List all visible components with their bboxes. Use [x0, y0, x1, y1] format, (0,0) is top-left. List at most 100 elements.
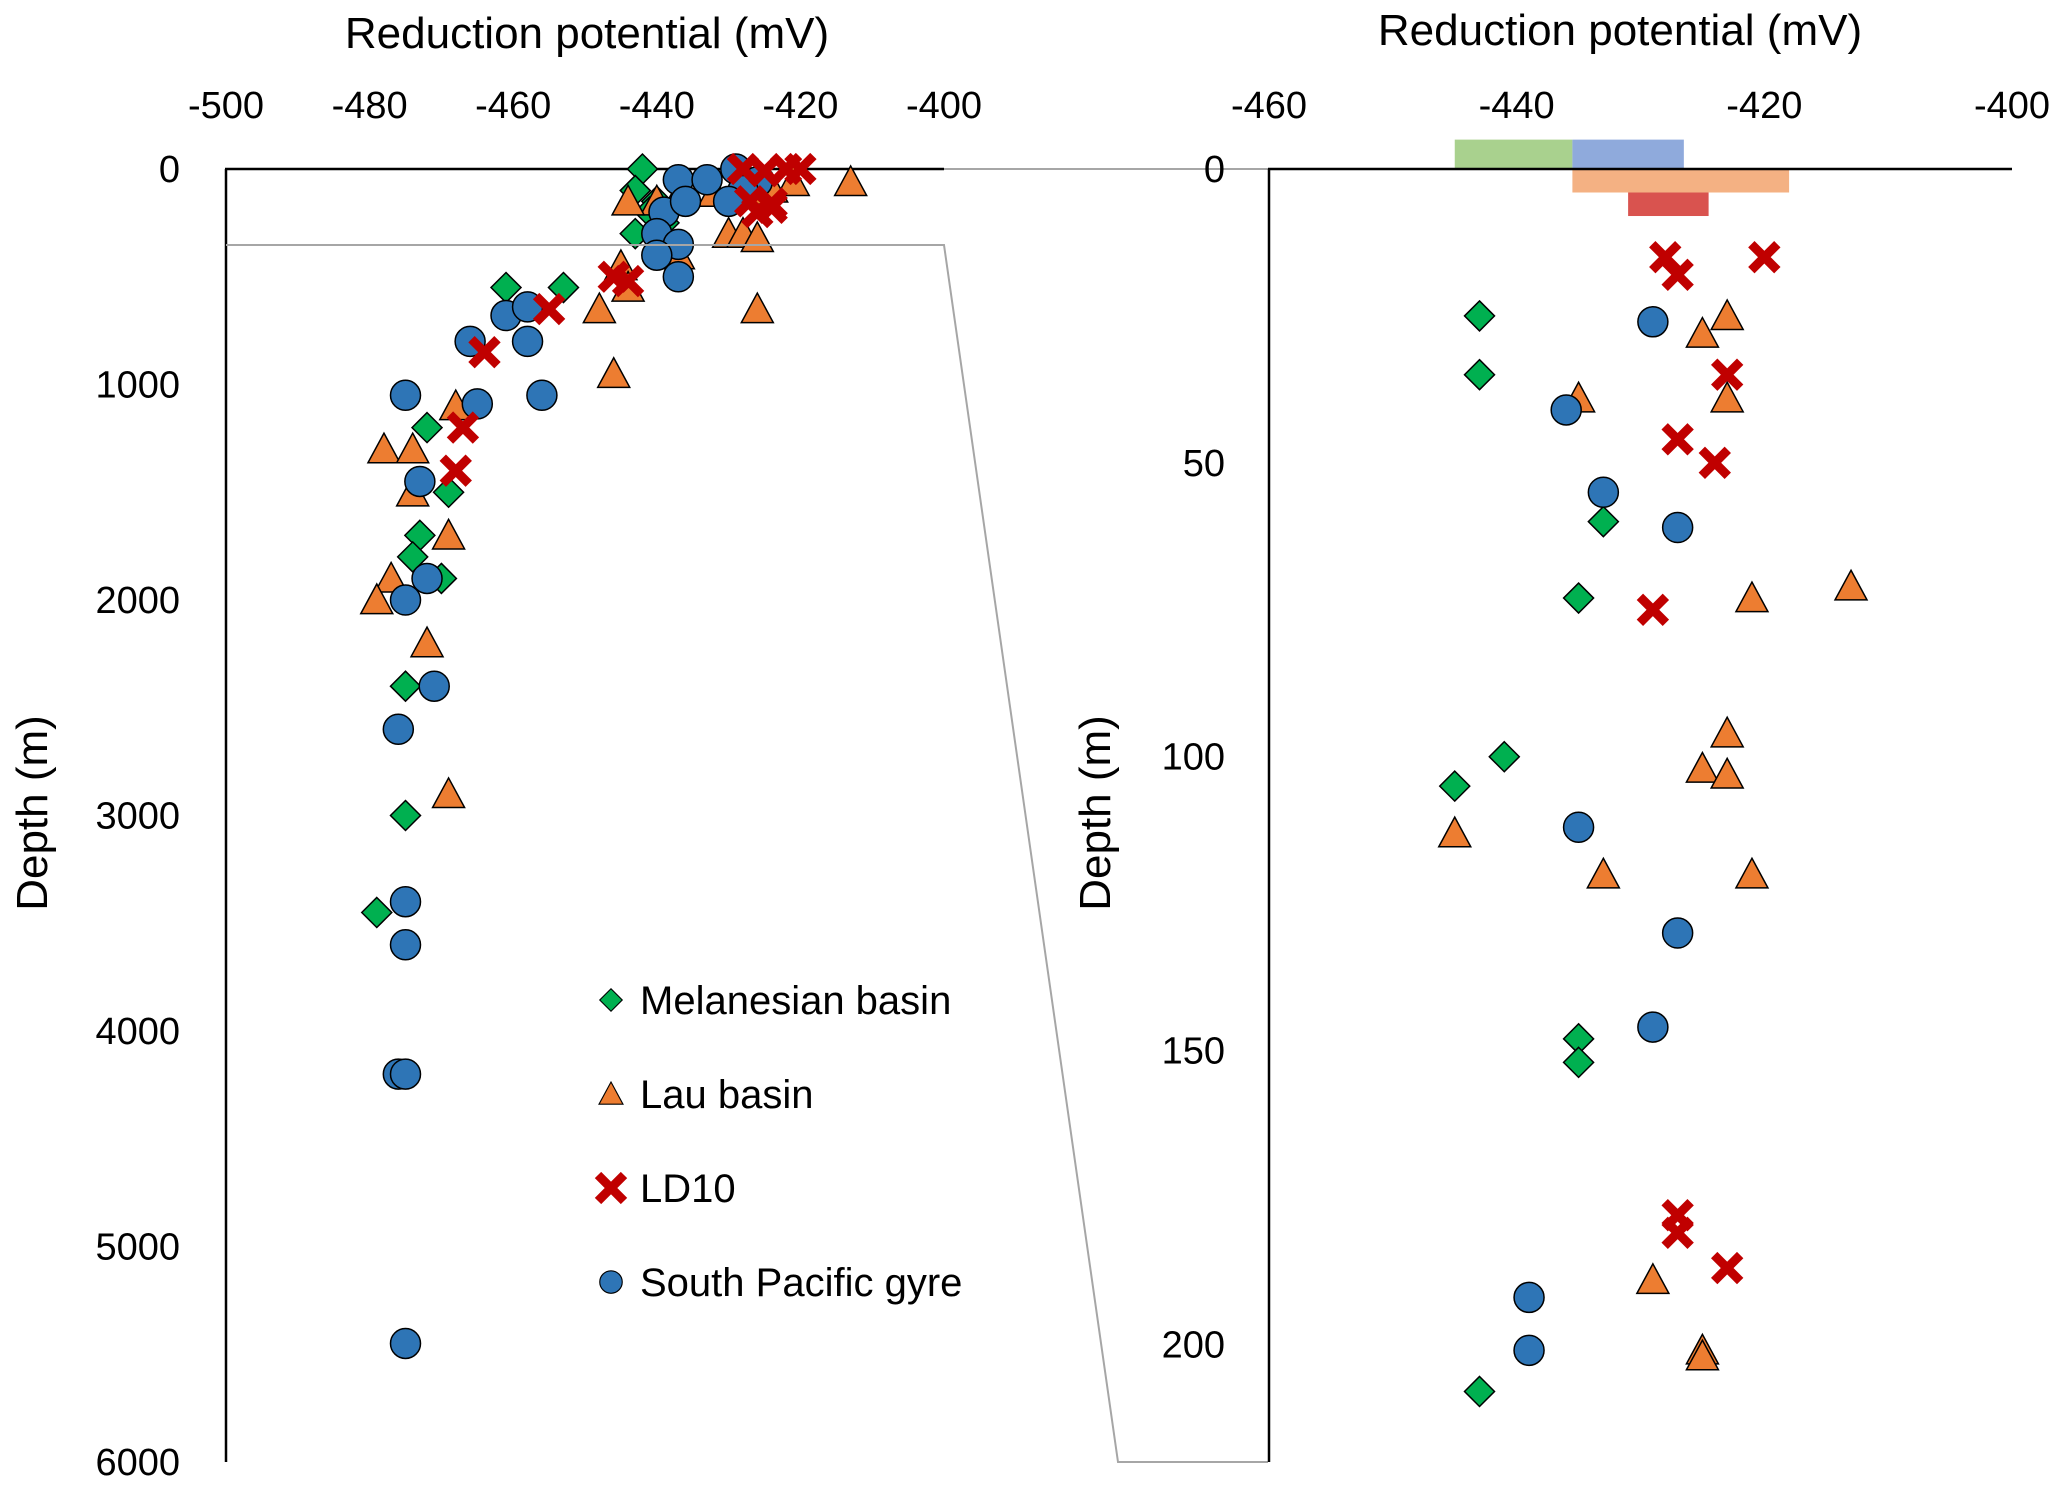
left-point-ld10 [446, 411, 480, 444]
left-y-axis-title: Depth (m) [8, 715, 57, 911]
left-point-lau [373, 560, 409, 593]
right-y-tick-label: 150 [1162, 1031, 1225, 1073]
left-point-melanesian [360, 896, 393, 929]
left-point-gyre [526, 379, 558, 412]
legend-item-gyre: South Pacific gyre [599, 1261, 962, 1305]
right-point-melanesian [1488, 740, 1521, 773]
left-point-melanesian [547, 271, 580, 304]
left-y-tick-labels: 0 1000 2000 3000 4000 5000 6000 [95, 149, 180, 1484]
left-y-tick-label: 2000 [95, 580, 180, 622]
legend-label-gyre: South Pacific gyre [640, 1261, 962, 1305]
right-y-tick-label: 100 [1162, 737, 1225, 779]
left-point-melanesian [389, 799, 422, 832]
legend-marker-shape-melanesian [598, 987, 624, 1013]
left-point-gyre [691, 164, 723, 196]
right-x-tick-label: -460 [1231, 85, 1307, 127]
legend-marker-lau [598, 1080, 624, 1105]
right-x-tick-label: -440 [1479, 85, 1555, 127]
right-y-axis-title: Depth (m) [1071, 715, 1120, 911]
right-panel: Reduction potential (mV) Depth (m) -460 -… [1071, 6, 2050, 1462]
right-point-ld10 [1748, 240, 1781, 274]
legend-marker-shape-gyre [599, 1270, 623, 1294]
left-point-gyre [411, 562, 443, 595]
right-point-melanesian [1562, 1046, 1595, 1079]
range-bar-orange [1572, 169, 1790, 193]
right-point-lau [1709, 298, 1745, 331]
left-x-tick-labels: -500 -480 -460 -440 -420 -400 [188, 85, 982, 127]
left-point-gyre [461, 388, 494, 420]
right-y-tick-labels: 0 50 100 150 200 [1162, 149, 1225, 1366]
right-point-lau [1586, 856, 1621, 889]
legend-item-lau: Lau basin [598, 1073, 813, 1117]
left-point-gyre [382, 713, 415, 746]
left-point-melanesian [389, 670, 422, 703]
left-point-lau [833, 164, 868, 197]
zoom-connector-bottom [226, 244, 1268, 1463]
right-point-ld10 [1661, 423, 1694, 456]
right-point-melanesian [1562, 581, 1595, 615]
left-point-gyre [511, 325, 544, 358]
left-point-lau [431, 517, 466, 550]
legend-marker-ld10 [594, 1171, 628, 1205]
right-point-ld10 [1636, 593, 1670, 626]
right-point-gyre [1513, 1281, 1545, 1314]
left-x-tick-label: -440 [619, 85, 695, 127]
left-point-lau [366, 431, 402, 464]
right-point-gyre [1661, 511, 1694, 544]
left-point-lau [582, 291, 617, 324]
legend-label-lau: Lau basin [640, 1073, 813, 1117]
left-point-melanesian [432, 476, 465, 509]
left-point-gyre [418, 670, 450, 702]
right-point-ld10 [1710, 358, 1744, 391]
right-point-melanesian [1438, 770, 1471, 803]
left-point-ld10 [439, 454, 472, 487]
left-point-lau [395, 431, 430, 464]
left-y-tick-label: 5000 [95, 1227, 180, 1269]
right-x-axis-title: Reduction potential (mV) [1378, 6, 1862, 55]
left-data-points [359, 152, 868, 1360]
right-point-ld10 [1661, 1216, 1694, 1249]
legend-item-ld10: LD10 [594, 1167, 736, 1211]
legend-marker-shape-ld10 [594, 1171, 628, 1205]
right-point-gyre [1562, 811, 1595, 844]
left-x-tick-label: -400 [906, 85, 982, 127]
left-point-gyre [389, 1058, 422, 1090]
right-point-gyre [1661, 917, 1694, 949]
right-point-lau [1709, 756, 1745, 789]
legend-marker-melanesian [598, 987, 624, 1013]
right-data-points [1437, 240, 1869, 1408]
left-y-tick-label: 4000 [95, 1011, 180, 1053]
right-point-ld10 [1661, 258, 1694, 291]
left-y-tick-label: 1000 [95, 365, 180, 407]
right-point-gyre [1637, 1011, 1669, 1043]
left-point-lau [409, 625, 445, 658]
right-point-lau [1833, 568, 1869, 601]
right-point-lau [1709, 715, 1745, 748]
legend: Melanesian basin Lau basin LD10 South Pa… [594, 979, 962, 1305]
left-y-tick-label: 3000 [95, 796, 180, 838]
legend-item-melanesian: Melanesian basin [598, 979, 951, 1023]
legend-label-ld10: LD10 [640, 1167, 736, 1211]
right-y-tick-label: 200 [1162, 1324, 1225, 1366]
left-point-ld10 [755, 191, 788, 224]
left-point-lau [610, 183, 646, 216]
right-y-tick-label: 50 [1183, 443, 1225, 485]
right-point-lau [1709, 380, 1745, 413]
right-point-ld10 [1698, 446, 1731, 480]
right-point-lau [1685, 1338, 1720, 1371]
right-point-melanesian [1463, 1375, 1496, 1408]
right-point-lau [1635, 1262, 1671, 1295]
left-point-gyre [389, 584, 422, 616]
right-point-gyre [1587, 476, 1620, 508]
left-point-gyre [389, 379, 422, 412]
left-point-gyre [641, 239, 673, 271]
left-point-gyre [389, 885, 422, 918]
zoom-connector [226, 168, 1268, 1463]
left-point-ld10 [611, 264, 645, 298]
left-point-ld10 [532, 292, 566, 326]
left-point-ld10 [468, 335, 501, 369]
right-range-bars [1454, 139, 1790, 217]
right-x-tick-label: -400 [1974, 85, 2050, 127]
left-y-tick-label: 6000 [95, 1442, 180, 1484]
right-point-lau [1437, 815, 1473, 848]
